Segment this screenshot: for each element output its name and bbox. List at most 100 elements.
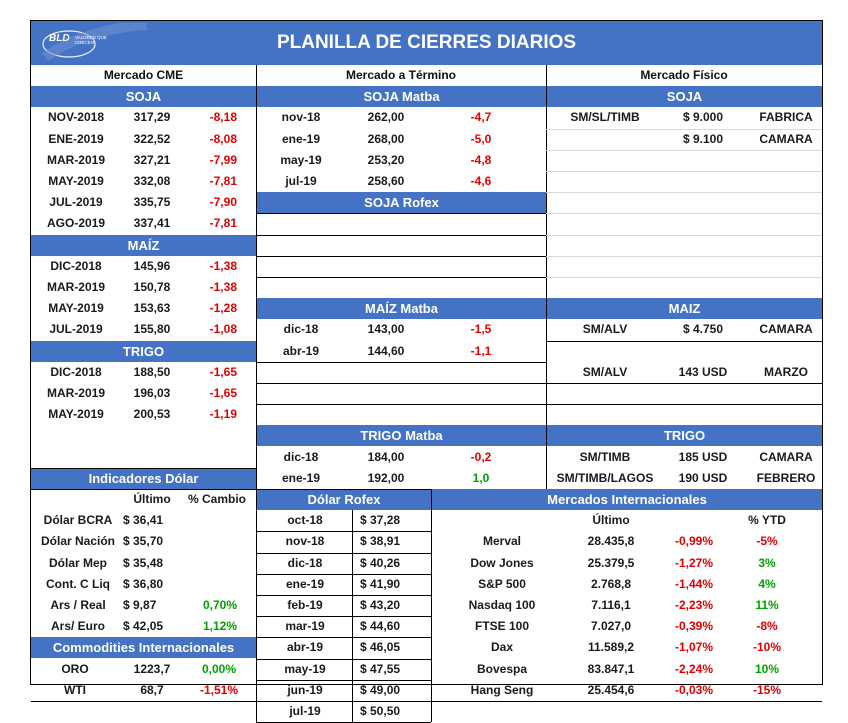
fisico-section-header: Mercado Físico: [546, 65, 822, 87]
grid-line: [431, 701, 822, 702]
dolar-name: Ars / Real: [50, 598, 106, 612]
grid-line: [256, 531, 431, 532]
cme-change: -1,38: [209, 280, 237, 294]
dolar-name: Dólar Mep: [48, 556, 107, 570]
rofex-month: feb-19: [287, 598, 323, 612]
termino-month: nov-18: [281, 110, 321, 124]
commodity-change: 0,00%: [201, 662, 237, 676]
intl-name: Merval: [482, 534, 522, 548]
intl-value: 7.027,0: [590, 619, 632, 633]
intl-name: Dax: [490, 640, 513, 654]
grid-line: [546, 192, 822, 193]
fisico-maiz-header: MAIZ: [547, 298, 822, 320]
grid-line: [256, 659, 431, 660]
cme-price: 337,41: [133, 216, 171, 230]
termino-change: -4,8: [470, 153, 492, 167]
grid-line: [256, 637, 431, 638]
grid-line: [256, 256, 546, 257]
termino-month: dic-18: [283, 322, 319, 336]
intl-name: Bovespa: [476, 662, 528, 676]
fisico-place: SM/TIMB: [579, 450, 631, 464]
termino-change: -1,5: [470, 322, 492, 336]
page-title: PLANILLA DE CIERRES DIARIOS: [276, 32, 577, 53]
grid-line: [256, 489, 257, 701]
grid-line: [256, 616, 431, 617]
termino-price: 144,60: [367, 344, 405, 358]
intl-value: 7.116,1: [591, 598, 631, 612]
cme-price: 322,52: [133, 132, 171, 146]
logo-brand: BLD: [49, 33, 70, 44]
intl-col-ytd: % YTD: [748, 513, 786, 527]
intl-value: 11.589,2: [587, 640, 635, 654]
rofex-month: mar-19: [285, 619, 325, 633]
cme-month: DIC-2018: [50, 365, 102, 379]
cme-price: 332,08: [133, 174, 171, 188]
rofex-month: jun-19: [287, 683, 323, 697]
fisico-buyer: FEBRERO: [756, 471, 816, 485]
rofex-value: $ 49,00: [360, 683, 401, 697]
intl-change: -1,44%: [674, 577, 714, 591]
grid-line: [546, 277, 822, 278]
dolar-name: Ars/ Euro: [50, 619, 105, 633]
intl-name: Nasdaq 100: [468, 598, 536, 612]
grid-line: [546, 383, 822, 384]
dolar-value: $ 36,41: [123, 513, 164, 527]
commodity-name: ORO: [61, 662, 89, 676]
termino-change: 1,0: [472, 471, 490, 485]
rofex-value: $ 37,28: [360, 513, 401, 527]
rofex-value: $ 41,90: [360, 577, 401, 591]
termino-month: ene-19: [281, 132, 321, 146]
cme-price: 153,63: [133, 301, 171, 315]
intl-name: S&P 500: [478, 577, 526, 591]
dolar-change: 1,12%: [202, 619, 238, 633]
grid-line: [546, 256, 822, 257]
dolar-name: Dólar Nación: [40, 534, 115, 548]
grid-line: [256, 595, 431, 596]
cme-change: -8,18: [209, 110, 237, 124]
cme-change: -1,38: [209, 259, 237, 273]
intl-name: FTSE 100: [474, 619, 530, 633]
cme-change: -1,08: [209, 322, 237, 336]
termino-price: 192,00: [367, 471, 405, 485]
fisico-price: $ 9.100: [682, 132, 724, 146]
intl-name: Dow Jones: [470, 556, 534, 570]
rofex-month: oct-18: [287, 513, 323, 527]
termino-price: 253,20: [367, 153, 405, 167]
fisico-buyer: FABRICA: [759, 110, 813, 124]
cme-change: -7,81: [209, 174, 237, 188]
grid-line: [256, 680, 431, 681]
dolar-change: [191, 553, 249, 574]
intl-change: -1,27%: [674, 556, 714, 570]
fisico-buyer: CAMARA: [759, 132, 813, 146]
dolar-change: [191, 510, 249, 531]
intl-change: -2,24%: [674, 662, 714, 676]
cme-month: DIC-2018: [50, 259, 102, 273]
fisico-place: SM/ALV: [582, 322, 628, 336]
dolar-change: [191, 531, 249, 552]
cme-month: ENE-2019: [48, 132, 104, 146]
termino-month: may-19: [280, 153, 322, 167]
cme-month: MAY-2019: [48, 301, 104, 315]
soja-matba-header: SOJA Matba: [257, 86, 546, 108]
fisico-place: SM/TIMB/LAGOS: [556, 471, 654, 485]
grid-line: [352, 510, 353, 722]
rofex-month: jul-19: [289, 704, 321, 718]
cme-month: MAY-2019: [48, 407, 104, 421]
fisico-buyer: MARZO: [764, 365, 808, 379]
grid-line: [256, 404, 546, 405]
grid-line: [546, 150, 822, 151]
cme-month: JUL-2019: [49, 322, 103, 336]
termino-change: -5,0: [470, 132, 492, 146]
intl-change: -0,99%: [674, 534, 714, 548]
cme-price: 188,50: [133, 365, 171, 379]
grid-line: [546, 404, 822, 405]
dolar-value: $ 36,80: [123, 577, 164, 591]
fisico-buyer: CAMARA: [759, 322, 813, 336]
cme-change: -7,81: [209, 216, 237, 230]
rofex-month: may-19: [284, 662, 326, 676]
fisico-soja-header: SOJA: [547, 86, 822, 108]
grid-line: [546, 341, 822, 342]
cme-price: 150,78: [133, 280, 171, 294]
commodity-name: WTI: [64, 683, 86, 697]
fisico-place: SM/SL/TIMB: [570, 110, 640, 124]
